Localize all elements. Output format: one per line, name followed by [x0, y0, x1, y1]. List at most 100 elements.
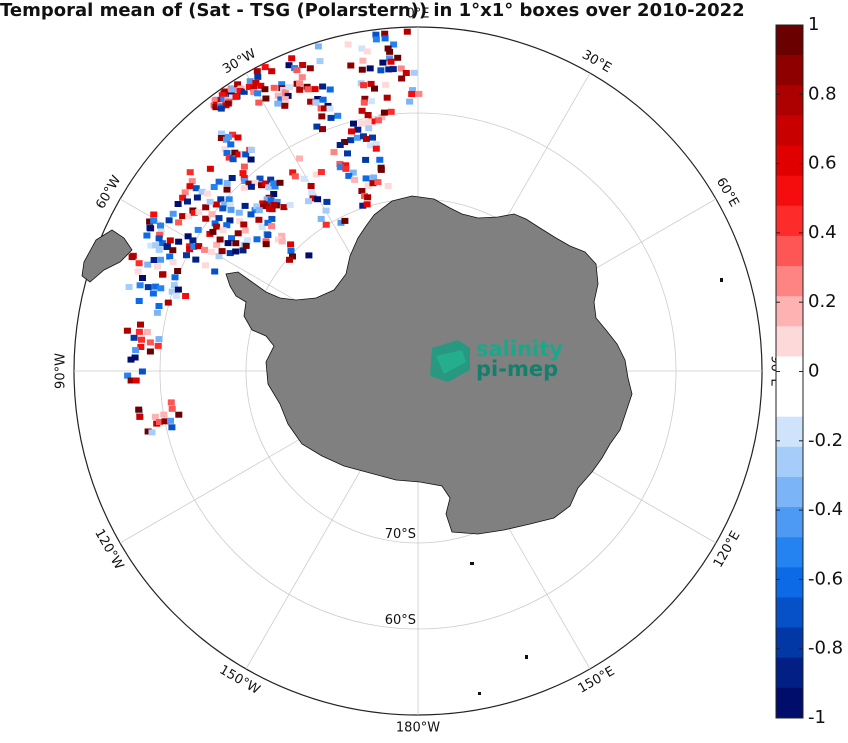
obs-box [384, 183, 392, 189]
obs-box [245, 180, 253, 187]
obs-box [278, 81, 286, 88]
obs-box [155, 246, 163, 253]
obs-box [240, 88, 248, 95]
obs-box [170, 282, 178, 289]
obs-box [157, 222, 164, 229]
obs-box [383, 94, 391, 101]
obs-box [359, 202, 367, 209]
obs-box [271, 183, 279, 190]
obs-box [308, 189, 316, 196]
obs-box [219, 227, 227, 234]
obs-box [253, 68, 261, 75]
obs-box [274, 236, 282, 243]
obs-box [358, 66, 366, 73]
obs-box [175, 238, 183, 245]
obs-box [360, 82, 368, 89]
obs-box [139, 275, 146, 281]
obs-box [293, 67, 301, 74]
obs-box [260, 203, 268, 210]
obs-box [185, 213, 193, 220]
obs-box [211, 97, 219, 104]
obs-box [314, 43, 322, 50]
obs-box [161, 418, 169, 425]
obs-box [274, 100, 282, 107]
obs-box [239, 170, 247, 177]
obs-box [150, 211, 158, 218]
obs-box [189, 237, 197, 244]
obs-box [217, 196, 225, 203]
obs-box [316, 58, 324, 65]
obs-box [255, 99, 263, 106]
colorbar-segment [776, 446, 803, 478]
obs-box [247, 211, 255, 218]
obs-box [155, 235, 163, 242]
obs-box [253, 236, 261, 243]
obs-box [372, 145, 380, 152]
obs-box [299, 62, 307, 68]
obs-box [144, 428, 152, 435]
obs-box [323, 198, 331, 205]
obs-box [226, 201, 234, 208]
colorbar-label: 0.8 [808, 83, 837, 104]
obs-box [360, 99, 368, 106]
obs-box [353, 134, 361, 141]
obs-box [304, 86, 312, 93]
obs-box [223, 186, 231, 193]
obs-box [276, 179, 284, 186]
obs-box [147, 242, 155, 249]
obs-box [217, 105, 225, 112]
obs-box [307, 98, 315, 105]
colorbar-segment [776, 296, 803, 327]
obs-box [223, 222, 231, 229]
obs-box [354, 126, 362, 133]
obs-box [367, 98, 375, 105]
colorbar-segment [776, 326, 803, 357]
obs-box [215, 178, 223, 185]
longitude-label: 90°W [54, 353, 69, 389]
colorbar-segment [776, 597, 803, 629]
obs-box [312, 171, 320, 178]
colorbar-segment [776, 537, 803, 568]
obs-box [309, 195, 317, 202]
obs-box [389, 66, 397, 73]
obs-box [152, 283, 160, 290]
obs-box [159, 271, 167, 278]
obs-box [206, 165, 214, 172]
obs-box [184, 198, 191, 205]
obs-box [151, 413, 159, 420]
obs-box [321, 105, 328, 112]
obs-box [314, 96, 322, 102]
obs-box [330, 149, 338, 156]
obs-box [221, 146, 229, 153]
obs-box [132, 347, 140, 354]
obs-box [227, 141, 235, 148]
longitude-label: 120°E [711, 529, 744, 571]
obs-box [190, 243, 198, 250]
obs-box [125, 284, 133, 290]
obs-box [193, 194, 201, 201]
obs-box [366, 65, 374, 72]
obs-box [143, 232, 151, 239]
obs-box [241, 202, 249, 209]
obs-box [337, 219, 345, 226]
obs-box [174, 286, 182, 293]
obs-box [362, 135, 370, 142]
obs-box [262, 95, 270, 102]
obs-box [241, 178, 249, 184]
obs-box [167, 399, 175, 406]
obs-box [219, 205, 227, 212]
obs-box [307, 183, 315, 189]
obs-box [137, 321, 144, 328]
obs-box [207, 248, 215, 255]
obs-box [370, 174, 378, 181]
colorbar-segment [776, 205, 803, 237]
obs-box [164, 299, 172, 306]
obs-box [149, 290, 157, 297]
obs-box [358, 45, 366, 52]
obs-box [201, 246, 209, 253]
obs-box [146, 348, 154, 355]
obs-box [387, 58, 395, 65]
obs-box [262, 241, 270, 248]
obs-box [169, 247, 177, 254]
